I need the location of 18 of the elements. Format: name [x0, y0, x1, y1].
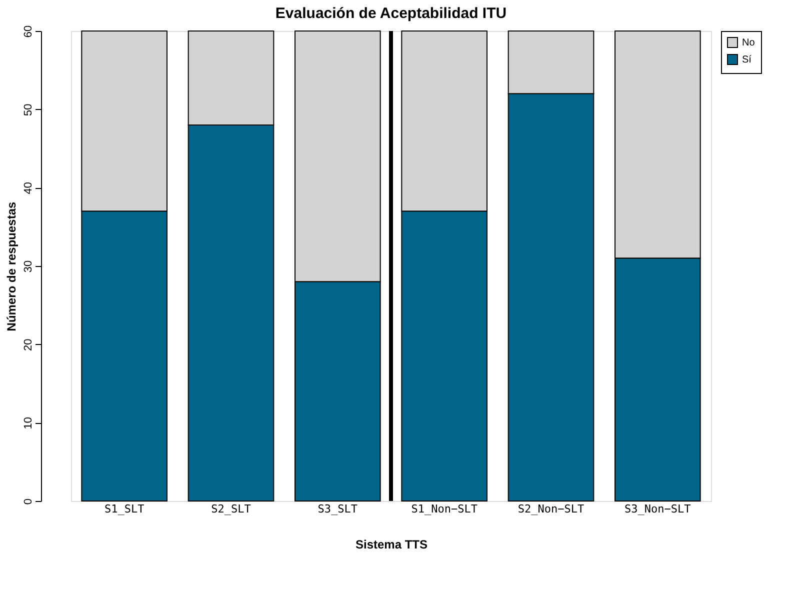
y-tick-label: 60 [22, 25, 34, 38]
y-tick-label: 50 [22, 104, 34, 116]
y-tick-label: 10 [22, 417, 34, 430]
y-tick-label: 30 [22, 260, 34, 273]
x-tick-label: S2_SLT [211, 502, 252, 516]
y-tick-label: 20 [22, 338, 34, 351]
x-tick-label: S3_Non−SLT [624, 502, 692, 516]
legend-label: No [742, 38, 756, 48]
y-tick-label: 40 [22, 182, 34, 194]
legend-label: Sí [742, 54, 752, 66]
x-tick-label: S1_SLT [104, 502, 145, 516]
y-axis-title: Número de respuestas [4, 201, 18, 332]
chart-title: Evaluación de Aceptabilidad ITU [275, 4, 507, 22]
x-tick-label: S1_Non−SLT [411, 502, 478, 516]
x-axis-title: Sistema TTS [355, 538, 428, 552]
x-tick-label: S3_SLT [318, 502, 358, 516]
y-tick-label: 0 [22, 498, 34, 505]
x-tick-label: S2_Non−SLT [518, 502, 584, 516]
